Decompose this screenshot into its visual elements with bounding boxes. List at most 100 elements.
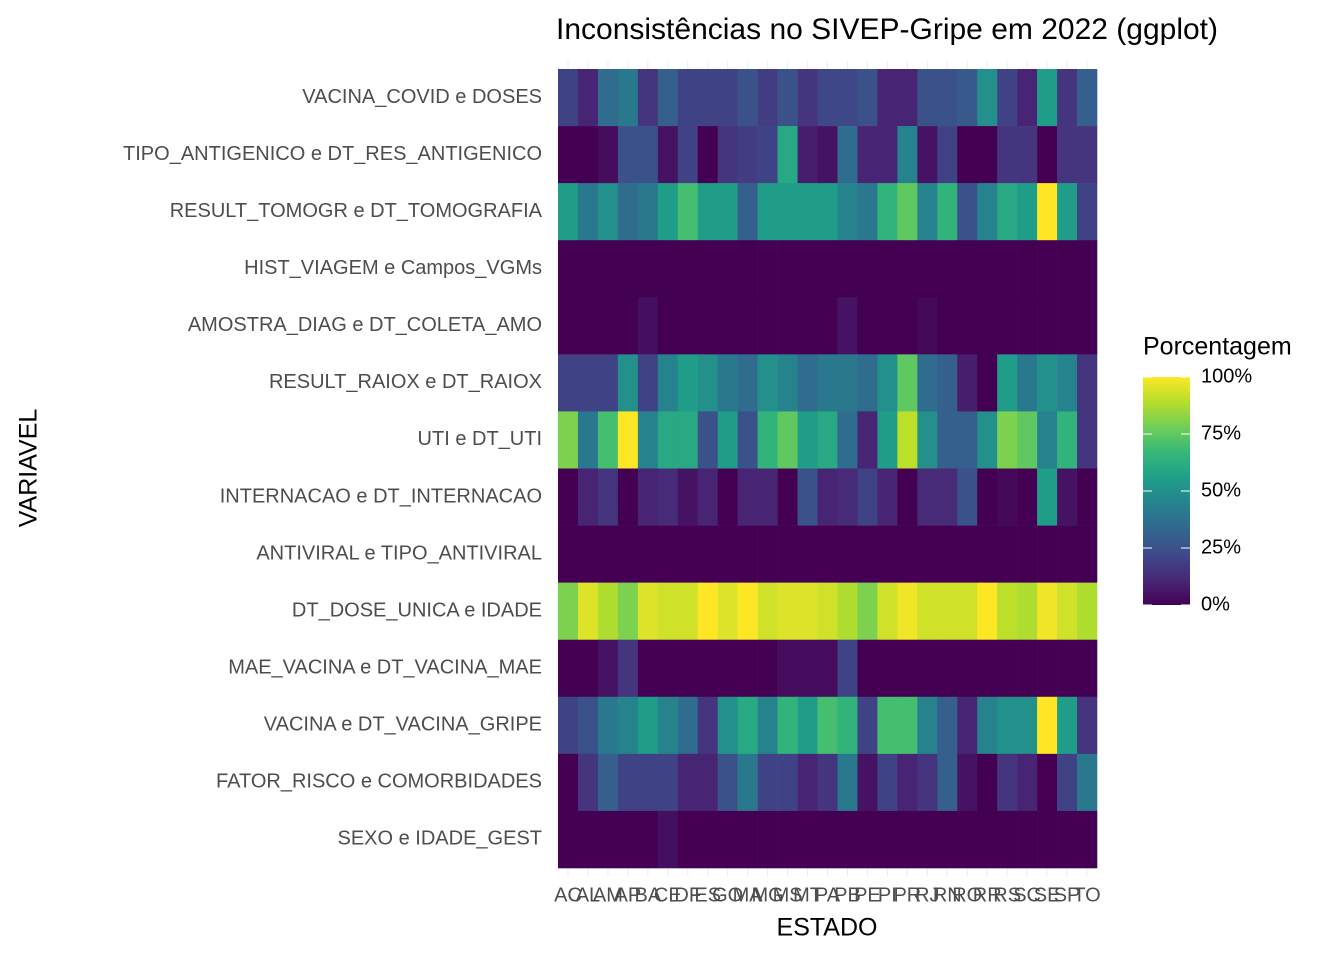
heatmap-cell [917, 183, 938, 241]
heatmap-cell [657, 696, 679, 755]
heatmap-cell [777, 240, 798, 298]
heatmap-cell [1057, 468, 1078, 526]
heatmap-cell [757, 183, 778, 241]
heatmap-cell [677, 753, 699, 812]
heatmap-cell [837, 126, 858, 184]
heatmap-cell [677, 810, 699, 869]
heatmap-cell [697, 696, 719, 755]
heatmap-cell [817, 468, 838, 526]
heatmap-cell [1017, 297, 1038, 355]
heatmap-cell [877, 696, 898, 755]
heatmap-cell [897, 696, 918, 755]
heatmap-cell [737, 582, 758, 641]
heatmap-cell [997, 126, 1018, 184]
heatmap-cell [977, 69, 998, 127]
heatmap-cell [1037, 468, 1058, 526]
heatmap-cell [737, 753, 758, 812]
heatmap-cell [897, 525, 918, 583]
heatmap-cell [877, 240, 898, 298]
heatmap-cell [997, 582, 1018, 641]
heatmap-cell [1017, 411, 1038, 469]
heatmap-cell [797, 240, 818, 298]
heatmap-cell [937, 810, 958, 869]
heatmap-cell [837, 753, 858, 812]
heatmap-cell [837, 639, 858, 698]
heatmap-cell [637, 525, 659, 583]
y-tick-label: DT_DOSE_UNICA e IDADE [292, 599, 542, 621]
heatmap-cell [1037, 240, 1058, 298]
heatmap-cell [997, 639, 1018, 698]
heatmap-cell [997, 468, 1018, 526]
heatmap-cell [597, 183, 619, 241]
heatmap-cell [817, 639, 838, 698]
heatmap-cell [917, 126, 938, 184]
heatmap-cell [577, 639, 599, 698]
heatmap-cell [1037, 126, 1058, 184]
heatmap-cell [877, 582, 898, 641]
heatmap-cell [558, 297, 579, 355]
heatmap-cell [637, 297, 659, 355]
heatmap-cell [997, 297, 1018, 355]
x-tick-label: RJ [915, 884, 939, 906]
heatmap-cell [777, 639, 798, 698]
heatmap-cell [877, 525, 898, 583]
heatmap-cell [617, 582, 639, 641]
heatmap-cell [937, 297, 958, 355]
heatmap-cell [657, 639, 679, 698]
heatmap-cell [617, 525, 639, 583]
heatmap-cell [617, 69, 639, 127]
heatmap-cell [597, 810, 619, 869]
heatmap-cell [817, 582, 838, 641]
heatmap-cell [777, 297, 798, 355]
heatmap-cell [1057, 354, 1078, 412]
heatmap-cell [977, 297, 998, 355]
x-tick-label: AL [576, 884, 600, 906]
heatmap-cell [797, 411, 818, 469]
heatmap-cell [717, 582, 738, 641]
heatmap-cell [558, 69, 579, 127]
x-tick-label: TO [1073, 884, 1100, 906]
heatmap-cell [637, 240, 659, 298]
heatmap-cell [877, 468, 898, 526]
heatmap-cell [677, 468, 699, 526]
x-tick-label: PA [815, 884, 841, 906]
heatmap-cell [757, 525, 778, 583]
x-tick-label: AC [554, 884, 582, 906]
heatmap-cell [1077, 525, 1098, 583]
heatmap-cell [857, 411, 878, 469]
heatmap-cell [817, 525, 838, 583]
heatmap-cell [977, 753, 998, 812]
heatmap-cell [757, 468, 778, 526]
x-tick-label: MS [773, 884, 803, 906]
heatmap-cell [637, 639, 659, 698]
heatmap-cell [817, 354, 838, 412]
heatmap-cell [677, 240, 699, 298]
heatmap-cell [777, 354, 798, 412]
heatmap-cell [717, 411, 738, 469]
heatmap-cell [897, 240, 918, 298]
heatmap-cell [797, 810, 818, 869]
heatmap-cell [1017, 696, 1038, 755]
heatmap-cell [937, 582, 958, 641]
heatmap-cell [597, 582, 619, 641]
legend-label: 0% [1201, 593, 1230, 615]
legend-title: Porcentagem [1143, 333, 1292, 361]
legend-label: 100% [1201, 365, 1252, 387]
heatmap-cell [1077, 810, 1098, 869]
heatmap-cell [697, 354, 719, 412]
heatmap-cell [877, 126, 898, 184]
heatmap-cell [697, 753, 719, 812]
heatmap-cell [617, 297, 639, 355]
heatmap-cell [897, 753, 918, 812]
heatmap-cell [957, 240, 978, 298]
heatmap-cell [737, 69, 758, 127]
x-tick-label: SC [1013, 884, 1041, 906]
heatmap-cell [817, 183, 838, 241]
heatmap-cell [1057, 639, 1078, 698]
heatmap-cell [897, 582, 918, 641]
heatmap-cell [797, 525, 818, 583]
heatmap-cell [737, 639, 758, 698]
heatmap-cell [717, 468, 738, 526]
heatmap-cell [897, 411, 918, 469]
heatmap-cell [877, 753, 898, 812]
